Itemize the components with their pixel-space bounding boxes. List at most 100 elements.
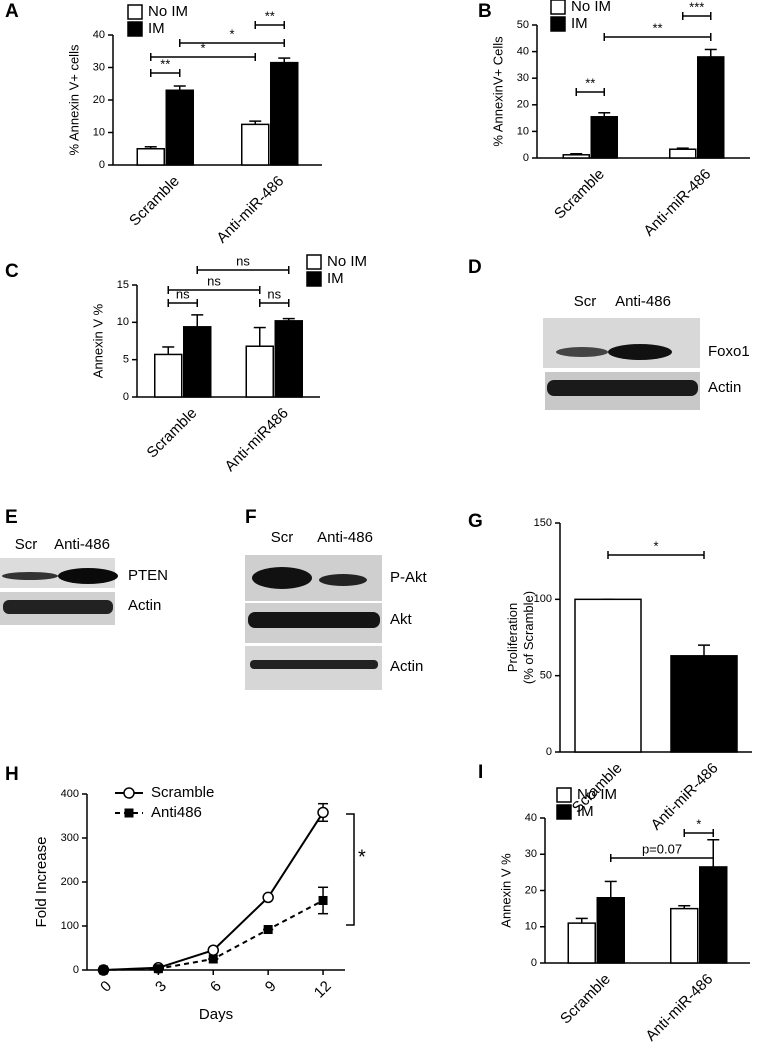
panel-label: B: [478, 1, 492, 22]
bar: [567, 922, 596, 964]
blot-membrane: [543, 318, 700, 368]
point: [153, 964, 163, 974]
y-axis-label: Fold Increase: [33, 837, 50, 928]
band: [58, 568, 118, 584]
legend-swatch: [306, 254, 322, 270]
legend-label: No IM: [577, 786, 617, 803]
blot-d: [543, 318, 700, 410]
blot-e: [0, 558, 118, 625]
point: [207, 944, 220, 956]
band-label: Foxo1: [708, 343, 750, 360]
lane-label: Scr: [271, 529, 294, 546]
bar: [183, 326, 212, 398]
y-tick-label: 0: [99, 159, 105, 171]
y-axis-label: Annexin V %: [90, 303, 105, 378]
band-label: P-Akt: [390, 569, 428, 586]
bar: [590, 116, 618, 159]
band-label: Akt: [390, 611, 413, 628]
legend-swatch: [127, 4, 143, 20]
y-tick-label: 10: [117, 316, 129, 328]
sig-label: ***: [689, 0, 704, 14]
legend-marker: [123, 787, 135, 799]
sig-label: **: [265, 8, 275, 23]
x-tick-label: Anti-miR-486: [642, 971, 716, 1045]
lane-label: Anti-486: [54, 536, 110, 553]
panel-label: G: [468, 511, 483, 532]
band: [556, 347, 608, 357]
bar: [699, 866, 728, 964]
band-label: Actin: [128, 597, 161, 614]
panel-label: E: [5, 507, 18, 528]
x-tick-label: Scramble: [551, 166, 608, 223]
y-tick-label: 30: [525, 848, 537, 860]
sig-label: **: [160, 56, 170, 71]
y-tick-label: 100: [534, 593, 552, 605]
x-tick-label: Anti-miR-486: [640, 166, 714, 240]
y-tick-label: 20: [93, 94, 105, 106]
bar: [274, 320, 303, 398]
bar: [574, 598, 642, 753]
lane-label: Anti-486: [615, 293, 671, 310]
y-tick-label: 150: [534, 517, 552, 529]
sig-bracket: [346, 813, 355, 926]
sig-label: ns: [207, 273, 221, 288]
x-tick-label: Scramble: [144, 405, 201, 462]
sig-label: p=0.07: [642, 841, 682, 856]
y-tick-label: 40: [517, 46, 529, 58]
point: [262, 891, 274, 904]
lane-label: Anti-486: [317, 529, 373, 546]
legend-swatch: [550, 0, 566, 15]
bar: [670, 907, 699, 964]
blot-f: [245, 555, 382, 690]
legend-label: No IM: [148, 3, 188, 20]
bar: [136, 148, 165, 166]
y-tick-label: 50: [517, 19, 529, 31]
legend-label: IM: [327, 270, 344, 287]
band: [252, 567, 312, 589]
x-tick-label: Anti-miR486: [222, 405, 292, 475]
bar: [270, 61, 299, 166]
lane-label: Scr: [574, 293, 597, 310]
panel-label: H: [5, 764, 19, 785]
y-tick-label: 400: [61, 788, 79, 800]
legend-label: Scramble: [151, 784, 214, 801]
band: [319, 574, 367, 586]
lane-label: Scr: [15, 536, 38, 553]
x-tick-label: Scramble: [126, 173, 183, 230]
y-tick-label: 30: [93, 61, 105, 73]
y-axis-label: % AnnexinV+ Cells: [490, 36, 505, 147]
bar: [245, 345, 274, 398]
panel-label: C: [5, 261, 19, 282]
y-tick-label: 100: [61, 920, 79, 932]
point: [318, 895, 328, 905]
x-tick-label: Anti-miR-486: [648, 760, 722, 834]
y-tick-label: 40: [525, 812, 537, 824]
bar: [697, 56, 725, 159]
y-axis-label: Annexin V %: [498, 853, 513, 928]
x-tick-label: Anti-miR-486: [213, 173, 287, 247]
point: [317, 806, 329, 819]
panel-label: A: [5, 1, 19, 22]
y-tick-label: 50: [540, 670, 552, 682]
x-tick-label: 9: [262, 978, 280, 996]
legend-swatch: [127, 21, 143, 37]
x-tick-label: 0: [97, 978, 115, 996]
legend-marker: [124, 808, 134, 818]
bar: [562, 154, 590, 159]
x-tick-label: Scramble: [557, 971, 614, 1028]
y-tick-label: 0: [73, 964, 79, 976]
sig-label: *: [653, 538, 658, 553]
y-tick-label: 5: [123, 354, 129, 366]
panel-label: F: [245, 507, 257, 528]
y-tick-label: 20: [525, 884, 537, 896]
bar: [241, 123, 270, 166]
legend-swatch: [306, 271, 322, 287]
legend-label: No IM: [571, 0, 611, 15]
y-tick-label: 40: [93, 29, 105, 41]
point: [263, 925, 273, 935]
legend-label: IM: [571, 15, 588, 32]
band: [2, 572, 58, 580]
legend-swatch: [556, 787, 572, 803]
y-tick-label: 20: [517, 99, 529, 111]
band-label: PTEN: [128, 567, 168, 584]
